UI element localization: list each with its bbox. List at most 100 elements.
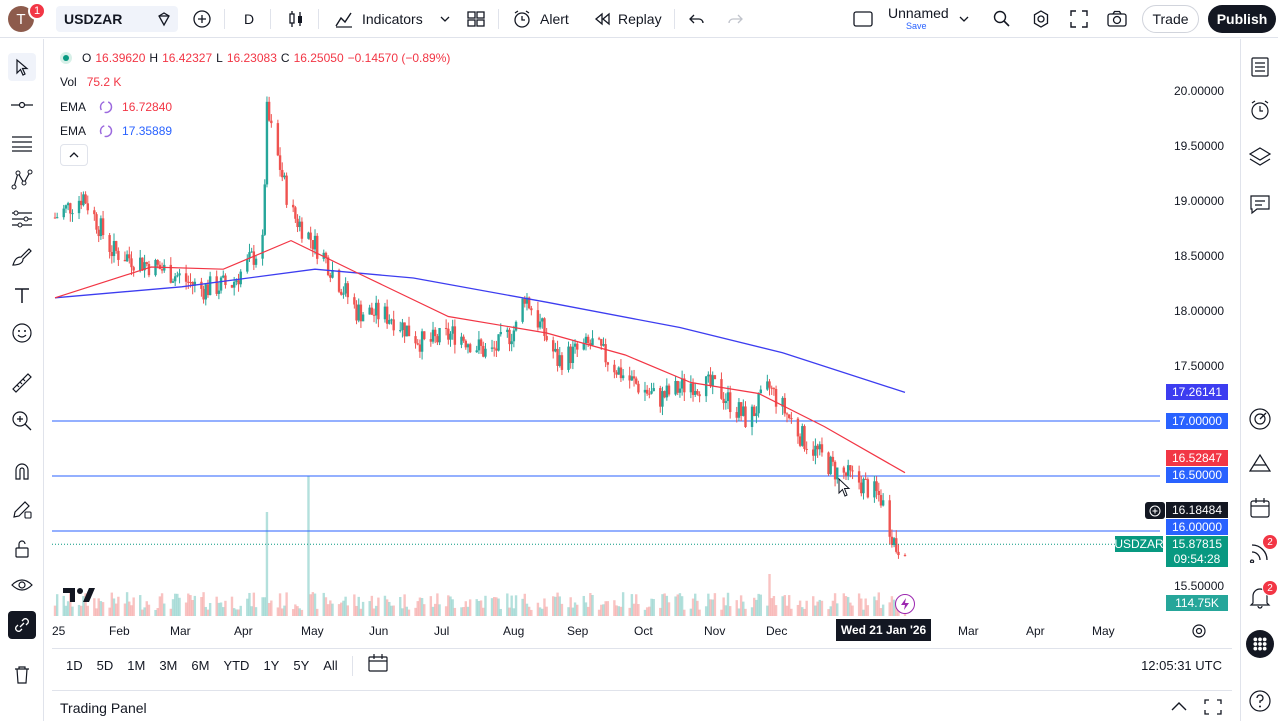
volume-bar bbox=[665, 595, 669, 616]
volume-bar bbox=[331, 603, 334, 616]
settings-button[interactable] bbox=[1031, 0, 1051, 38]
pine-button[interactable] bbox=[1246, 449, 1274, 477]
products-button[interactable] bbox=[1246, 630, 1274, 658]
add-symbol-button[interactable] bbox=[192, 0, 212, 38]
ema-slow-line[interactable] bbox=[54, 268, 906, 394]
alert-button[interactable]: Alert bbox=[512, 0, 569, 38]
chart-type-button[interactable] bbox=[286, 0, 306, 38]
object-tree-button[interactable] bbox=[1246, 143, 1274, 171]
layout-menu-button[interactable] bbox=[958, 0, 970, 38]
maximize-panel-icon[interactable] bbox=[1204, 699, 1222, 715]
stay-drawing-tool[interactable] bbox=[8, 495, 36, 523]
candle bbox=[903, 553, 907, 557]
ema-fast-line[interactable] bbox=[54, 239, 906, 474]
line-16-price-label: 16.00000 bbox=[1166, 519, 1228, 535]
replay-button[interactable]: Replay bbox=[592, 0, 662, 38]
redo-button[interactable] bbox=[726, 0, 744, 38]
candle bbox=[176, 271, 179, 278]
layout-name[interactable]: Unnamed bbox=[888, 5, 949, 21]
ideas-stream-button[interactable] bbox=[1246, 538, 1274, 566]
technicals-button[interactable] bbox=[1246, 405, 1274, 433]
ema-slow-legend[interactable]: EMA 17.35889 bbox=[60, 123, 172, 139]
ema-fast-legend[interactable]: EMA 16.72840 bbox=[60, 99, 172, 115]
layout-select-button[interactable] bbox=[852, 0, 874, 38]
help-button[interactable] bbox=[1246, 687, 1274, 715]
indicator-templates-button[interactable] bbox=[439, 0, 451, 38]
timeframe-button-5y[interactable]: 5Y bbox=[293, 658, 310, 673]
trend-line-tool[interactable] bbox=[8, 91, 36, 119]
icon-tool[interactable] bbox=[8, 319, 36, 347]
alerts-panel-button[interactable] bbox=[1246, 96, 1274, 124]
cursor-tool[interactable] bbox=[8, 53, 36, 81]
screenshot-button[interactable] bbox=[1106, 0, 1128, 38]
text-tool[interactable] bbox=[8, 281, 36, 309]
volume-bar bbox=[766, 605, 769, 616]
timeframe-button-1d[interactable]: 1D bbox=[66, 658, 83, 673]
link-tool[interactable] bbox=[8, 611, 36, 639]
fib-tool[interactable] bbox=[8, 129, 36, 157]
zoom-tool[interactable] bbox=[8, 407, 36, 435]
chats-button[interactable] bbox=[1246, 190, 1274, 218]
remove-drawings-tool[interactable] bbox=[8, 661, 36, 689]
trading-panel-bar[interactable]: Trading Panel bbox=[52, 690, 1232, 721]
price-tick-label: 20.00000 bbox=[1174, 84, 1225, 98]
prediction-tool[interactable] bbox=[8, 205, 36, 233]
trade-button[interactable]: Trade bbox=[1142, 5, 1199, 33]
timeframe-button-ytd[interactable]: YTD bbox=[223, 658, 250, 673]
add-crosshair-button[interactable] bbox=[1145, 502, 1165, 519]
timeframe-button-6m[interactable]: 6M bbox=[191, 658, 210, 673]
volume-bar bbox=[173, 593, 177, 616]
timeframe-button-3m[interactable]: 3M bbox=[159, 658, 178, 673]
smiley-icon bbox=[12, 323, 32, 343]
candle bbox=[361, 312, 365, 322]
volume-bar bbox=[543, 598, 546, 616]
volume-bar bbox=[709, 599, 712, 616]
undo-button[interactable] bbox=[688, 0, 706, 38]
volume-legend[interactable]: Vol 75.2 K bbox=[60, 75, 121, 89]
chevron-up-icon[interactable] bbox=[1170, 699, 1188, 713]
ruler-icon bbox=[12, 373, 32, 393]
lock-drawings-tool[interactable] bbox=[8, 535, 36, 563]
volume-bar bbox=[346, 605, 350, 616]
compare-icon[interactable] bbox=[156, 11, 172, 27]
timeframe-button-1y[interactable]: 1Y bbox=[263, 658, 280, 673]
signal-icon bbox=[1249, 544, 1268, 563]
collapse-legend-button[interactable] bbox=[60, 144, 88, 166]
timeframe-button-all[interactable]: All bbox=[323, 658, 338, 673]
measure-tool[interactable] bbox=[8, 369, 36, 397]
pattern-tool[interactable] bbox=[8, 166, 36, 194]
redo-icon bbox=[728, 14, 743, 24]
candle bbox=[125, 250, 129, 263]
timeframe-button-5d[interactable]: 5D bbox=[96, 658, 114, 673]
volume-bar bbox=[881, 604, 885, 616]
tradingview-logo[interactable] bbox=[62, 586, 96, 609]
date-range-button[interactable] bbox=[367, 653, 389, 678]
symbol-search[interactable]: USDZAR bbox=[56, 6, 178, 32]
save-link[interactable]: Save bbox=[906, 21, 927, 31]
hide-drawings-tool[interactable] bbox=[8, 571, 36, 599]
calendar-button[interactable] bbox=[1246, 494, 1274, 522]
chart-settings-button[interactable] bbox=[1190, 622, 1208, 645]
magnet-tool[interactable] bbox=[8, 457, 36, 485]
candle bbox=[191, 281, 194, 295]
volume-bar bbox=[462, 607, 465, 616]
watchlist-button[interactable] bbox=[1246, 53, 1274, 81]
quick-search-button[interactable] bbox=[992, 0, 1012, 38]
indicators-button[interactable]: Indicators bbox=[334, 0, 423, 38]
event-marker[interactable] bbox=[895, 594, 915, 614]
interval-button[interactable]: D bbox=[244, 0, 254, 38]
candle bbox=[820, 437, 824, 457]
calendar-icon bbox=[1250, 498, 1270, 518]
candle bbox=[757, 392, 760, 418]
publish-button[interactable]: Publish bbox=[1208, 5, 1276, 33]
layout-button[interactable] bbox=[466, 0, 486, 38]
volume-bar bbox=[84, 593, 87, 616]
timeframe-button-1m[interactable]: 1M bbox=[127, 658, 146, 673]
brush-tool[interactable] bbox=[8, 243, 36, 271]
fullscreen-button[interactable] bbox=[1070, 0, 1088, 38]
utc-clock[interactable]: 12:05:31 UTC bbox=[1141, 658, 1222, 673]
candle bbox=[187, 275, 190, 289]
horizontal-lines[interactable] bbox=[52, 420, 1160, 532]
volume-bar bbox=[125, 592, 129, 616]
